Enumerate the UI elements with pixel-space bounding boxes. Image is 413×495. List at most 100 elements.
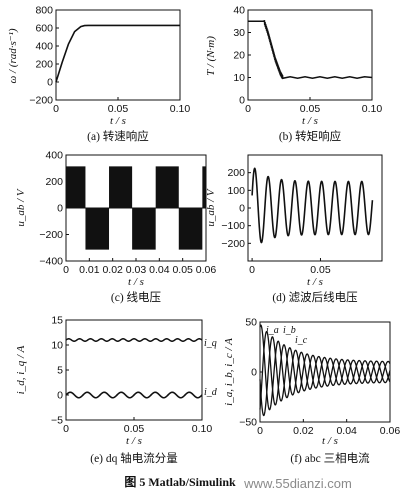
panel-e-xlabel: t / s [126,435,142,447]
y-tick-label: 0 [239,203,245,215]
x-tick-label: 0.03 [126,264,147,276]
panel-e-id-line [65,391,203,399]
x-tick-label: 0.01 [79,264,100,276]
panel-b-x-ticks: 0 0.05 0.10 [245,97,382,115]
x-tick-label: 0.06 [196,264,217,276]
panel-c-xlabel: t / s [128,276,144,288]
y-tick-label: 0 [57,203,63,215]
panel-b-frame [247,9,373,101]
panel-f-label-ic: i_c [295,335,308,346]
panel-d: 200 100 0 −100 −200 0 0.05 u_ab / V t / s (d)… [205,154,383,304]
x-tick-label: 0 [245,103,251,115]
panel-d-ylabel: u_ab / V [205,188,217,227]
y-tick-label: −400 [39,256,63,268]
y-tick-label: 50 [245,317,257,329]
panel-f-x-ticks: 0 0.02 0.04 0.06 [257,419,400,437]
y-tick-label: 40 [233,5,245,17]
panel-a-x-ticks: 0 0.05 0.10 [53,97,190,115]
panel-c-x-ticks: 0 0.01 0.02 0.03 0.04 0.05 0.06 [63,258,216,276]
y-tick-label: 0 [47,77,53,89]
panel-e-ylabel: i_d, i_q / A [15,345,27,394]
y-tick-label: 0 [251,367,257,379]
y-tick-label: 10 [51,340,63,352]
panel-f-xlabel: t / s [322,435,338,447]
x-tick-label: 0.10 [362,103,383,115]
panel-e-frame [65,319,203,421]
x-tick-label: 0.02 [102,264,123,276]
panel-a-ylabel: ω / (rad·s⁻¹) [7,28,19,83]
x-tick-label: 0.05 [172,264,193,276]
x-tick-label: 0.06 [380,425,401,437]
x-tick-label: 0.05 [310,264,331,276]
y-tick-label: 15 [51,315,63,327]
x-tick-label: 0.04 [336,425,357,437]
y-tick-label: −200 [39,229,63,241]
x-tick-label: 0.05 [300,103,321,115]
panel-f-ib-line [259,330,391,410]
y-tick-label: 600 [35,23,53,35]
panel-c-y-ticks: 400 200 0 −200 −400 [39,150,69,268]
y-tick-label: −100 [221,220,245,232]
panel-b-caption: (b) 转矩响应 [279,129,341,143]
panel-d-caption: (d) 滤波后线电压 [272,290,357,304]
panel-e-legend-iq: i_q [204,338,217,349]
x-tick-label: 0.02 [293,425,314,437]
y-tick-label: 800 [35,5,53,17]
panel-f-label-ia: i_a [266,325,279,336]
panel-b-xlabel: t / s [302,115,318,127]
y-tick-label: −200 [221,238,245,250]
panel-c: 400 200 0 −200 −400 0 0.01 0.02 0.03 0.04 0.05 0.0… [15,150,216,305]
panel-e-legend-id: i_d [204,387,218,398]
panel-c-caption: (c) 线电压 [111,290,161,304]
y-tick-label: 400 [35,41,53,53]
watermark: www.55dianzi.com [243,476,352,491]
y-tick-label: 0 [57,390,63,402]
y-tick-label: −200 [29,95,53,107]
y-tick-label: 30 [233,27,245,39]
panel-b-series-line [248,19,373,80]
panel-f-caption: (f) abc 三相电流 [290,451,370,465]
y-tick-label: −50 [239,417,257,429]
panel-b-ylabel: T / (N·m) [205,36,217,76]
panel-e-y-ticks: 15 10 5 0 −5 [51,315,69,427]
x-tick-label: 0 [63,264,69,276]
panel-a-caption: (a) 转速响应 [87,129,149,143]
panel-f-ic-line [259,336,391,417]
x-tick-label: 0 [53,103,59,115]
figure-caption: 图 5 Matlab/Simulink [124,475,236,489]
x-tick-label: 0 [63,423,69,435]
panel-f-ia-line [259,324,391,411]
panel-d-xlabel: t / s [307,276,323,288]
panel-e-iq-line [65,337,203,343]
y-tick-label: 200 [45,176,63,188]
y-tick-label: −5 [51,415,63,427]
y-tick-label: 20 [233,50,245,62]
panel-d-frame [247,154,383,262]
x-tick-label: 0.05 [124,423,145,435]
y-tick-label: 0 [239,95,245,107]
panel-c-series-line [65,166,207,250]
panel-c-ylabel: u_ab / V [15,188,27,227]
y-tick-label: 100 [227,185,245,197]
panel-a-frame [55,9,181,101]
panel-d-x-ticks: 0 0.05 [249,258,331,276]
panel-e-x-ticks: 0 0.05 0.10 [63,417,212,435]
y-tick-label: 10 [233,72,245,84]
y-tick-label: 5 [57,365,63,377]
y-tick-label: 200 [35,59,53,71]
panel-d-y-ticks: 200 100 0 −100 −200 [221,167,251,250]
panel-a-xlabel: t / s [110,115,126,127]
y-tick-label: 400 [45,150,63,162]
x-tick-label: 0.10 [192,423,213,435]
panel-f-label-ib: i_b [283,325,296,336]
panel-a-y-ticks: 800 600 400 200 0 −200 [29,5,59,107]
panel-f: i_a i_b i_c 500−50 0 0.02 0.04 0.06 i_a, i_… [223,317,400,466]
panel-f-ylabel: i_a, i_b, i_c / A [223,338,235,406]
panel-a-series-line [55,24,180,83]
y-tick-label: 200 [227,167,245,179]
panel-e-caption: (e) dq 轴电流分量 [90,451,178,465]
x-tick-label: 0.04 [149,264,170,276]
